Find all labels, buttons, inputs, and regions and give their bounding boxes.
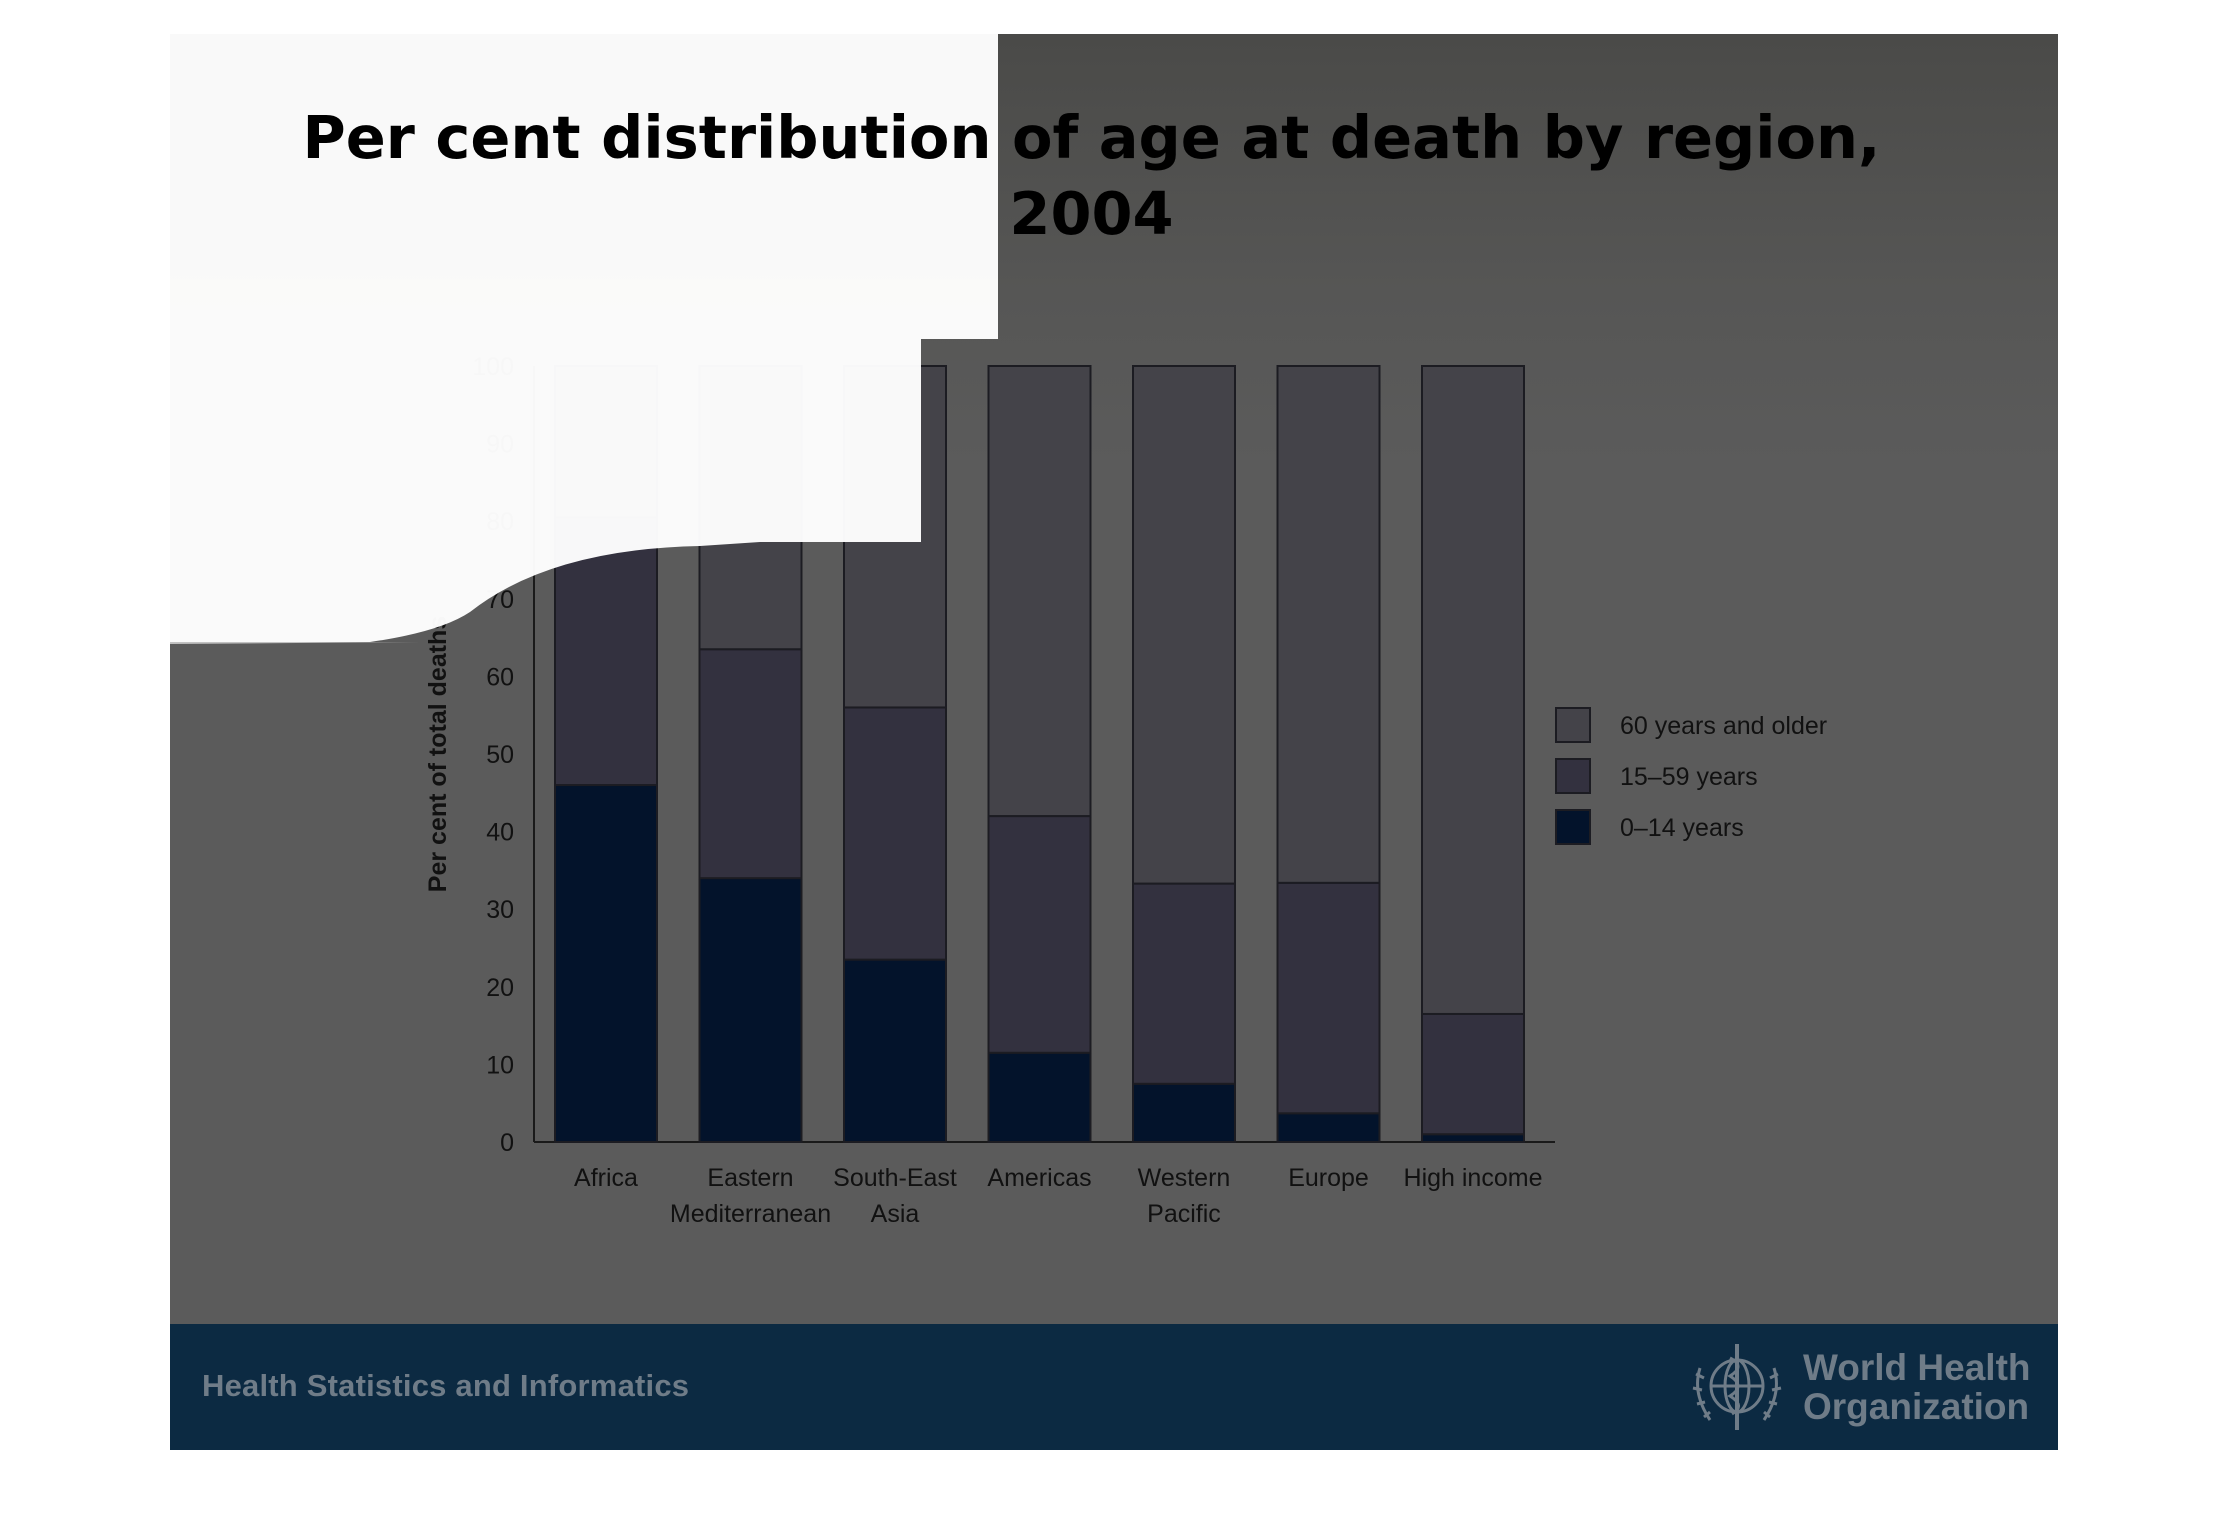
organization-name-line-2: Organization [1803,1386,2030,1427]
y-tick-label: 40 [486,819,514,847]
slide-title: Per cent distribution of age at death by… [170,100,2013,252]
bar-segment [554,784,658,1143]
bar-segment [1132,882,1236,1085]
footer-text: Health Statistics and Informatics [202,1368,690,1403]
stacked-bar-chart: 0102030405060708090100Per cent of total … [424,353,1827,1228]
x-tick-label: High income [1404,1164,1543,1192]
organization-name: World Health Organization [1803,1348,2031,1426]
bar-segment [1276,881,1381,1115]
y-tick-label: 20 [486,974,514,1002]
slide-title-line-2: 2004 [1009,179,1174,248]
y-tick-label: 10 [486,1051,514,1079]
legend-swatch [1555,707,1591,743]
slide-title-line-1: Per cent distribution of age at death by… [302,103,1881,172]
white-reveal-overlay [170,34,998,644]
bar-segment [987,1051,1092,1144]
bar-segment [1421,365,1525,1015]
who-emblem-icon [1692,1344,1782,1430]
y-tick-label: 0 [500,1129,514,1157]
y-tick-label: 50 [486,741,514,769]
x-tick-label: Americas [987,1164,1091,1192]
x-tick-label: Western [1138,1164,1231,1192]
x-tick-label: Mediterranean [670,1200,831,1228]
x-tick-label: South-East [833,1164,957,1192]
bar-segment [1276,1112,1381,1143]
bar-segment [1421,1133,1525,1143]
legend-swatch [1555,809,1591,845]
bar-segment [843,958,947,1144]
legend-swatch [1555,758,1591,794]
bar-segment [698,648,803,880]
legend-label: 60 years and older [1620,712,1827,740]
bar-segment [554,516,658,787]
x-tick-label: Pacific [1147,1200,1221,1228]
slide: 0102030405060708090100Per cent of total … [170,34,2058,1450]
bar-segment [1276,365,1381,884]
bar-segment [1132,1082,1236,1144]
x-tick-label: Europe [1288,1164,1369,1192]
x-tick-label: Africa [574,1164,638,1192]
bar-segment [987,815,1092,1054]
bar-segment [698,877,803,1143]
organization-name-line-1: World Health [1803,1347,2031,1388]
legend-label: 0–14 years [1620,814,1744,842]
y-tick-label: 60 [486,663,514,691]
bar-segment [987,365,1092,818]
legend-label: 15–59 years [1620,763,1758,791]
bar-segment [843,706,947,961]
footer-bar: Health Statistics and Informatics World … [170,1324,2058,1450]
x-tick-label: Eastern [707,1164,793,1192]
bar-segment [1132,365,1236,885]
y-tick-label: 30 [486,896,514,924]
x-tick-label: Asia [871,1200,920,1228]
bar-segment [1421,1012,1525,1136]
y-axis-title: Per cent of total deaths [424,616,452,892]
